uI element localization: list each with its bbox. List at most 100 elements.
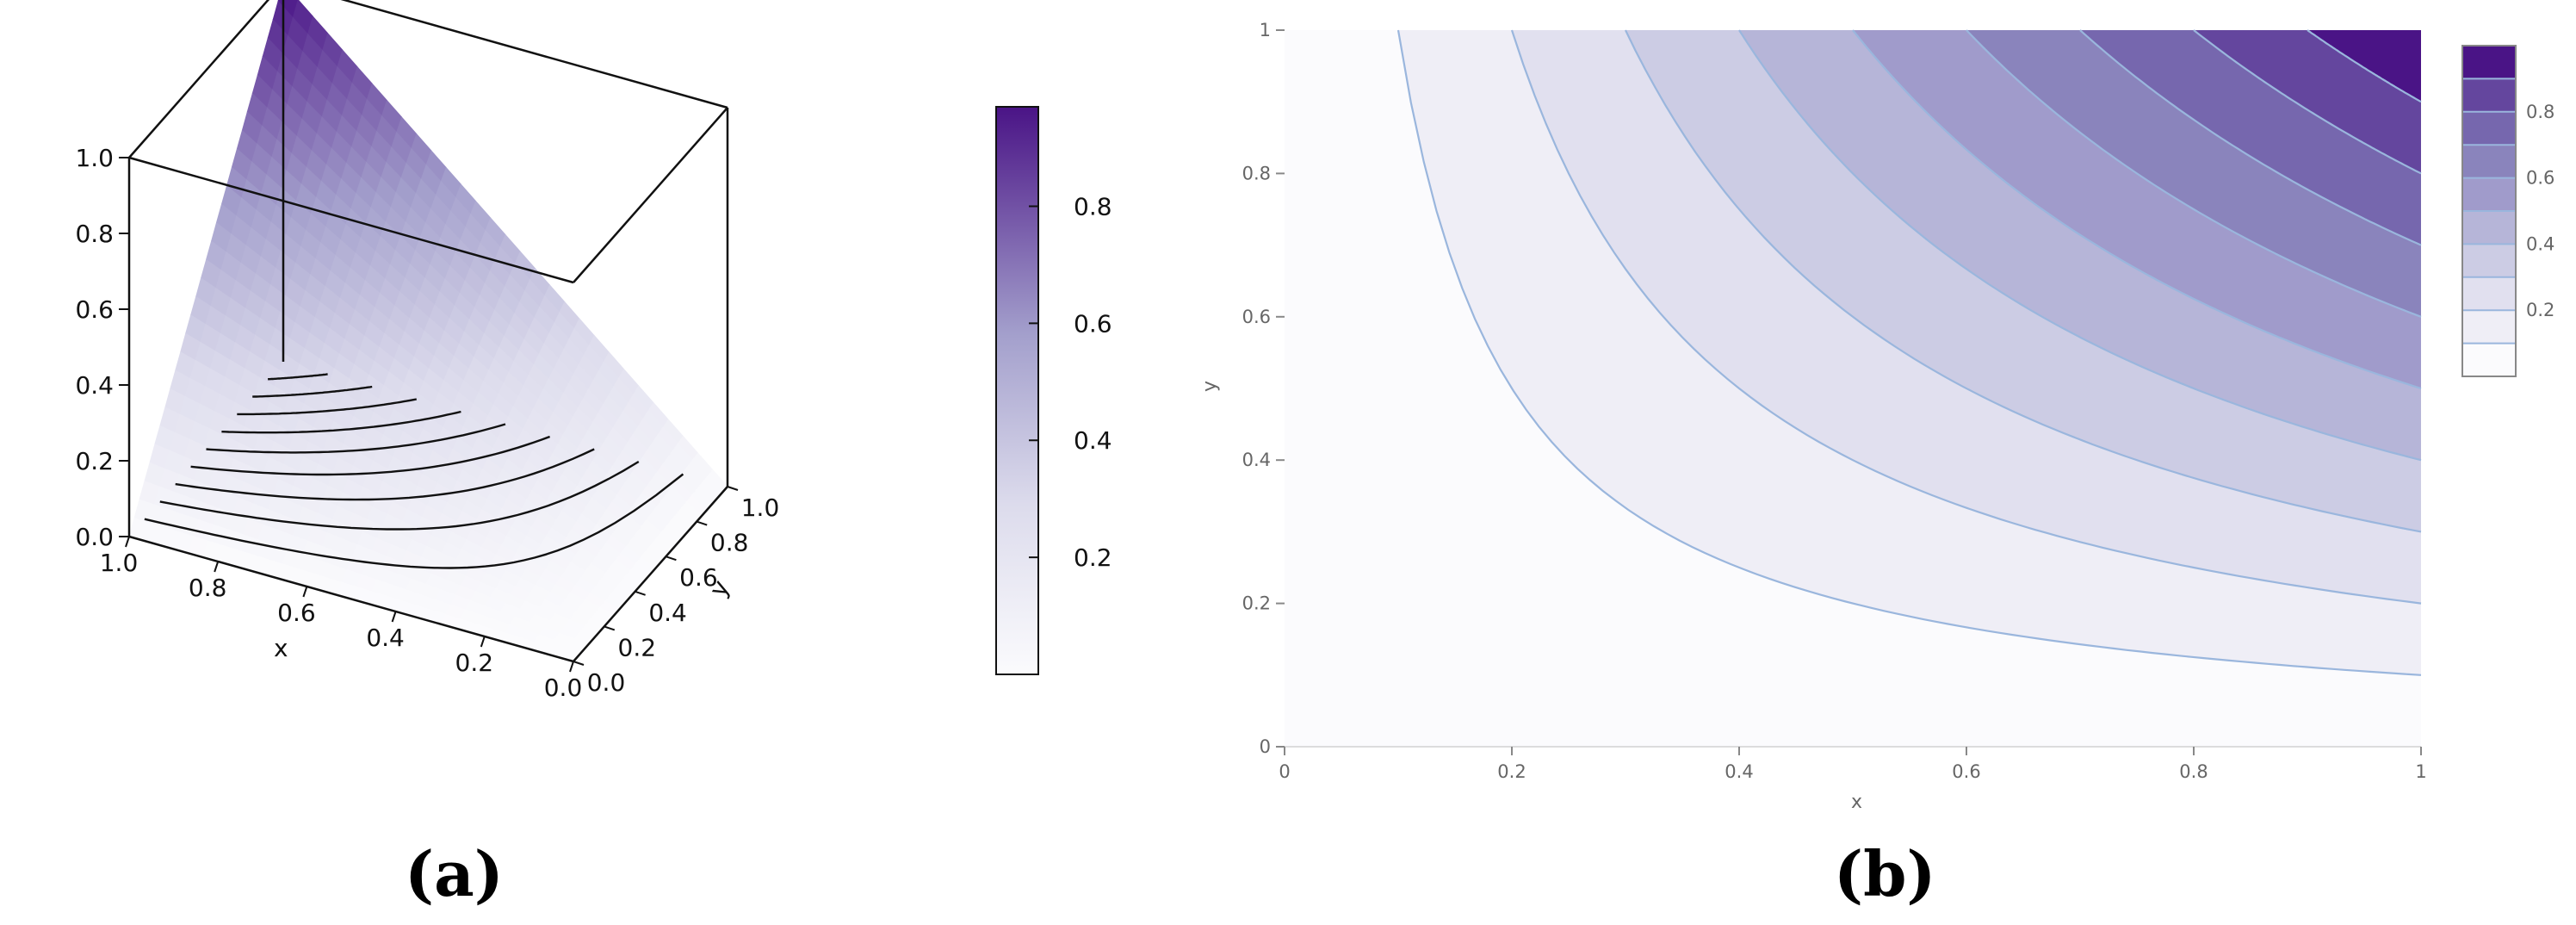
y-tick-mark	[604, 625, 616, 631]
x-axis-label: x	[274, 634, 288, 662]
legend-frame	[2461, 45, 2517, 377]
floor-contour	[252, 385, 373, 398]
contour-lines	[1396, 29, 2422, 676]
box-edge	[573, 486, 728, 662]
x-tick-label: 1.0	[100, 549, 139, 577]
x-tick-label: 0.4	[366, 624, 405, 652]
y-tick-label: 0.6	[679, 563, 718, 592]
y-tick-mark	[635, 590, 646, 596]
legend-tick-label: 0.6	[2526, 168, 2554, 189]
y-axis-label: y	[703, 575, 735, 601]
colorbar-a-tick-label: 0.8	[1074, 192, 1112, 220]
colorbar-a-ticks: 0.8 0.6 0.4 0.2	[1029, 192, 1112, 572]
contour-line	[1510, 29, 2422, 605]
x-tick-mark	[302, 586, 308, 598]
colorbar-a-tick-label: 0.2	[1074, 543, 1112, 572]
floor-contour	[267, 373, 328, 381]
legend-swatch	[2462, 211, 2516, 245]
box-edge	[128, 535, 574, 663]
x-tick-label: 1	[2415, 761, 2426, 782]
x-tick-label: 0.0	[544, 674, 583, 702]
legend-swatch	[2462, 310, 2516, 344]
y-axis-label-b: y	[1199, 381, 1221, 392]
axis-ticks-3d: 1.00.80.60.40.20.01.00.80.60.40.20.0 0.00…	[75, 144, 779, 702]
legend-swatch	[2462, 244, 2516, 277]
contour-line	[2193, 29, 2422, 175]
colorbar-a: 0.8 0.6 0.4 0.2	[995, 106, 1112, 675]
colorbar-a-tick-label: 0.4	[1074, 426, 1112, 455]
z-tick-label: 0.8	[75, 220, 114, 248]
contour-line	[2079, 29, 2422, 246]
x-tick-mark	[391, 611, 397, 623]
contour-bands	[1285, 30, 2421, 747]
x-tick-label: 0.8	[189, 574, 227, 602]
z-tick-label: 0.4	[75, 371, 114, 400]
x-tick-label: 0.6	[1952, 761, 1980, 782]
colorbar-a-bar	[995, 106, 1039, 675]
legend-tick-label: 0.2	[2526, 300, 2554, 320]
y-tick-mark	[573, 661, 585, 666]
x-tick-mark	[480, 636, 486, 648]
x-tick-mark	[569, 661, 574, 673]
floor-contour	[237, 398, 418, 416]
y-tick-label: 0.8	[1242, 163, 1271, 183]
y-tick-mark	[696, 520, 708, 526]
floor-contour	[159, 460, 640, 531]
floor-contour	[144, 473, 684, 569]
legend-swatch	[2462, 276, 2516, 311]
contour-line	[1966, 29, 2422, 318]
box-edge	[128, 0, 270, 158]
box-edge	[340, 0, 728, 109]
y-tick-label: 0.4	[648, 599, 687, 627]
floor-contour	[190, 435, 551, 476]
y-tick-label: 0.0	[587, 668, 626, 697]
legend-swatch	[2462, 46, 2516, 79]
legend-swatch	[2462, 177, 2516, 211]
x-axis-label-b: x	[1851, 792, 1862, 813]
x-tick-label: 0.4	[1725, 761, 1753, 782]
panel-b-contour-plot: 0 0.2 0.4 0.6 0.8 1 0 0.2 0.4 0.6 0.8 1 x y	[1199, 20, 2427, 813]
z-tick-label: 0.2	[75, 447, 114, 475]
y-tick-label: 0.4	[1242, 450, 1271, 470]
box-edge	[573, 107, 728, 283]
y-tick-mark	[727, 486, 739, 491]
panel-b-label: (b)	[1834, 837, 1935, 910]
y-tick-label: 0.8	[710, 529, 749, 557]
x-tick-label: 0.6	[277, 599, 316, 627]
floor-contour	[206, 423, 506, 454]
x-tick-mark	[125, 536, 130, 548]
y-tick-label: 0.2	[1242, 593, 1271, 614]
x-tick-label: 0	[1279, 761, 1290, 782]
surface-mesh	[128, 0, 728, 662]
contour-axes: 0 0.2 0.4 0.6 0.8 1 0 0.2 0.4 0.6 0.8 1	[1242, 20, 2427, 782]
x-tick-mark	[214, 561, 220, 573]
panel-a-surface-plot: 1.00.80.60.40.20.01.00.80.60.40.20.0 0.00…	[75, 0, 779, 702]
contour-line	[1852, 29, 2422, 390]
legend-tick-label: 0.4	[2526, 233, 2554, 254]
bounding-box	[127, 0, 729, 663]
legend-swatch	[2462, 343, 2516, 376]
y-tick-mark	[666, 556, 677, 562]
x-tick-label: 0.2	[1497, 761, 1526, 782]
floor-contour	[175, 448, 595, 501]
box-edge	[128, 156, 574, 284]
contour-legend: 0.8 0.6 0.4 0.2	[2461, 45, 2554, 377]
z-tick-label: 0.6	[75, 295, 114, 324]
contour-line	[1396, 29, 2422, 676]
contour-band	[2307, 30, 2421, 102]
colorbar-a-tick-label: 0.6	[1074, 309, 1112, 338]
contour-line	[1625, 29, 2422, 533]
contour-line	[2307, 29, 2422, 103]
z-tick-label: 1.0	[75, 144, 114, 172]
y-tick-label: 0.2	[618, 633, 657, 661]
z-tick-label: 0.0	[75, 523, 114, 551]
y-tick-label: 0	[1260, 736, 1271, 757]
legend-tick-label: 0.8	[2526, 102, 2554, 122]
panel-a-label: (a)	[405, 837, 504, 910]
floor-contour	[221, 410, 461, 434]
y-tick-label: 0.6	[1242, 307, 1271, 327]
y-tick-label: 1	[1260, 20, 1271, 40]
legend-swatch	[2462, 111, 2516, 146]
contour-line	[1738, 29, 2422, 462]
